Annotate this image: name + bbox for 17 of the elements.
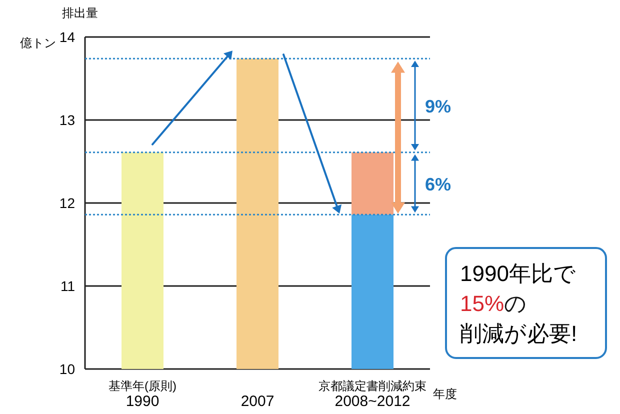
x-tick-label: 京都議定書削減約束 2008~2012 bbox=[318, 379, 426, 410]
text: 15% bbox=[460, 291, 504, 316]
y-tick-label: 11 bbox=[60, 278, 76, 294]
x-tick-label: 2007 bbox=[240, 393, 274, 410]
x-tick-label: 基準年(原則) 1990 bbox=[108, 379, 176, 410]
y-tick-label: 14 bbox=[59, 29, 76, 45]
y-tick-label: 12 bbox=[59, 195, 76, 211]
text: の bbox=[504, 291, 528, 316]
y-tick-label: 10 bbox=[59, 361, 76, 377]
annotation: 9% bbox=[425, 96, 452, 116]
text: 削減が必要! bbox=[460, 321, 578, 346]
text: 1990年比で bbox=[460, 261, 576, 286]
y-axis-title: 排出量 bbox=[62, 6, 98, 20]
x-axis-title: 年度 bbox=[433, 387, 457, 401]
y-tick-label: 13 bbox=[59, 112, 76, 128]
annotation: 6% bbox=[425, 174, 452, 194]
text: 億トン bbox=[20, 36, 56, 50]
